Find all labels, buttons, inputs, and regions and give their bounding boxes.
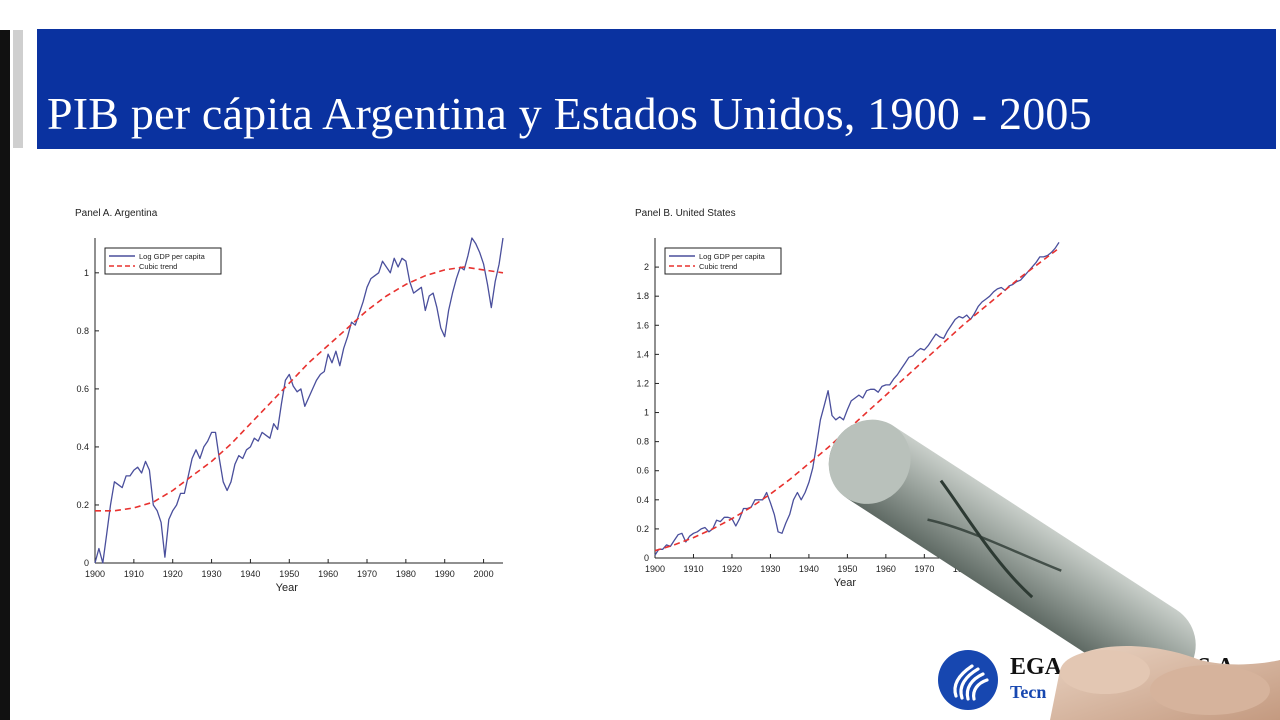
charta-x-tick-label: 2000 <box>474 569 494 579</box>
chartb-y-tick-label: 1.8 <box>636 291 649 301</box>
charta-y-tick-label: 0.4 <box>76 442 89 452</box>
chartb-x-tick-label: 1960 <box>876 564 896 574</box>
chartb-y-tick-label: 1.2 <box>636 378 649 388</box>
chartb-x-tick-label: 2000 <box>1030 564 1050 574</box>
charta-legend-label: Cubic trend <box>139 262 177 271</box>
chartb-legend-label: Cubic trend <box>699 262 737 271</box>
charta-x-axis-label: Year <box>276 582 299 594</box>
chartb-x-tick-label: 1970 <box>914 564 934 574</box>
logo-text-line2: Tecn <box>1010 682 1047 702</box>
chartb-x-tick-label: 1900 <box>645 564 665 574</box>
charta-y-tick-label: 1 <box>84 268 89 278</box>
chartb-x-axis-label: Year <box>834 577 857 589</box>
charta-x-tick-label: 1910 <box>124 569 144 579</box>
chartb-trend-line <box>654 247 1060 552</box>
charta-x-tick-label: 1970 <box>357 569 377 579</box>
logo-text-line1: EGA s S.A. <box>1010 654 1241 680</box>
chartb-x-tick-label: 1910 <box>683 564 703 574</box>
slide-title: PIB per cápita Argentina y Estados Unido… <box>47 88 1092 139</box>
chart-panel-united-states: Panel B. United States 1900 1910 1920 1930 19… <box>620 205 1080 605</box>
chartb-gdp-line <box>654 242 1060 556</box>
charta-legend-box <box>104 247 222 275</box>
charta-trend-line <box>95 266 504 512</box>
chartb-y-tick-label: 1 <box>644 408 649 418</box>
charta-x-tick-label: 1940 <box>240 569 260 579</box>
chartb-y-tick-label: 2 <box>644 262 649 272</box>
flame-logo-icon <box>938 650 998 710</box>
chartb-y-tick-label: 1.6 <box>636 320 649 330</box>
charta-y-tick-label: 0 <box>84 558 89 568</box>
title-band: PIB per cápita Argentina y Estados Unido… <box>37 29 1276 149</box>
institution-logo: EGA s S.A. Tecn <box>938 650 1278 720</box>
left-edge-bar <box>0 30 10 720</box>
left-edge-grey <box>13 30 23 148</box>
chartb-y-tick-label: 0.6 <box>636 466 649 476</box>
chartb-y-tick-label: 0.2 <box>636 524 649 534</box>
chartb-panel-title: Panel B. United States <box>635 208 736 219</box>
charta-x-tick-label: 1950 <box>279 569 299 579</box>
chartb-y-tick-label: 1.4 <box>636 349 649 359</box>
chartb-legend-box <box>664 247 782 275</box>
charta-x-tick-label: 1960 <box>318 569 338 579</box>
chartb-x-tick-label: 1940 <box>799 564 819 574</box>
chartb-y-tick-label: 0 <box>644 553 649 563</box>
chart-panel-argentina: Panel A. Argentina 1900 1910 1920 1930 1940 19… <box>60 205 520 605</box>
chartb-legend-label: Log GDP per capita <box>699 252 766 261</box>
chartb-x-tick-label: 1920 <box>722 564 742 574</box>
charta-legend-label: Log GDP per capita <box>139 252 206 261</box>
chartb-y-tick-label: 0.8 <box>636 437 649 447</box>
charta-y-tick-label: 0.8 <box>76 326 89 336</box>
charta-x-tick-label: 1920 <box>163 569 183 579</box>
chart-svg-argentina: Panel A. Argentina 1900 1910 1920 1930 1940 19… <box>75 208 504 594</box>
charta-x-tick-label: 1930 <box>202 569 222 579</box>
chartb-x-tick-label: 1930 <box>760 564 780 574</box>
charta-x-tick-label: 1900 <box>85 569 105 579</box>
chartb-y-tick-label: 0.4 <box>636 495 649 505</box>
charta-y-tick-label: 0.2 <box>76 500 89 510</box>
charta-x-tick-label: 1980 <box>396 569 416 579</box>
chartb-x-tick-label: 1950 <box>837 564 857 574</box>
chart-svg-united-states: Panel B. United States 1900 1910 1920 1930 19… <box>635 208 1060 589</box>
charta-x-tick-label: 1990 <box>435 569 455 579</box>
chartb-x-tick-label: 1980 <box>953 564 973 574</box>
charta-gdp-line <box>94 237 504 564</box>
charta-y-tick-label: 0.6 <box>76 384 89 394</box>
charta-panel-title: Panel A. Argentina <box>75 208 158 219</box>
chartb-x-tick-label: 1990 <box>991 564 1011 574</box>
